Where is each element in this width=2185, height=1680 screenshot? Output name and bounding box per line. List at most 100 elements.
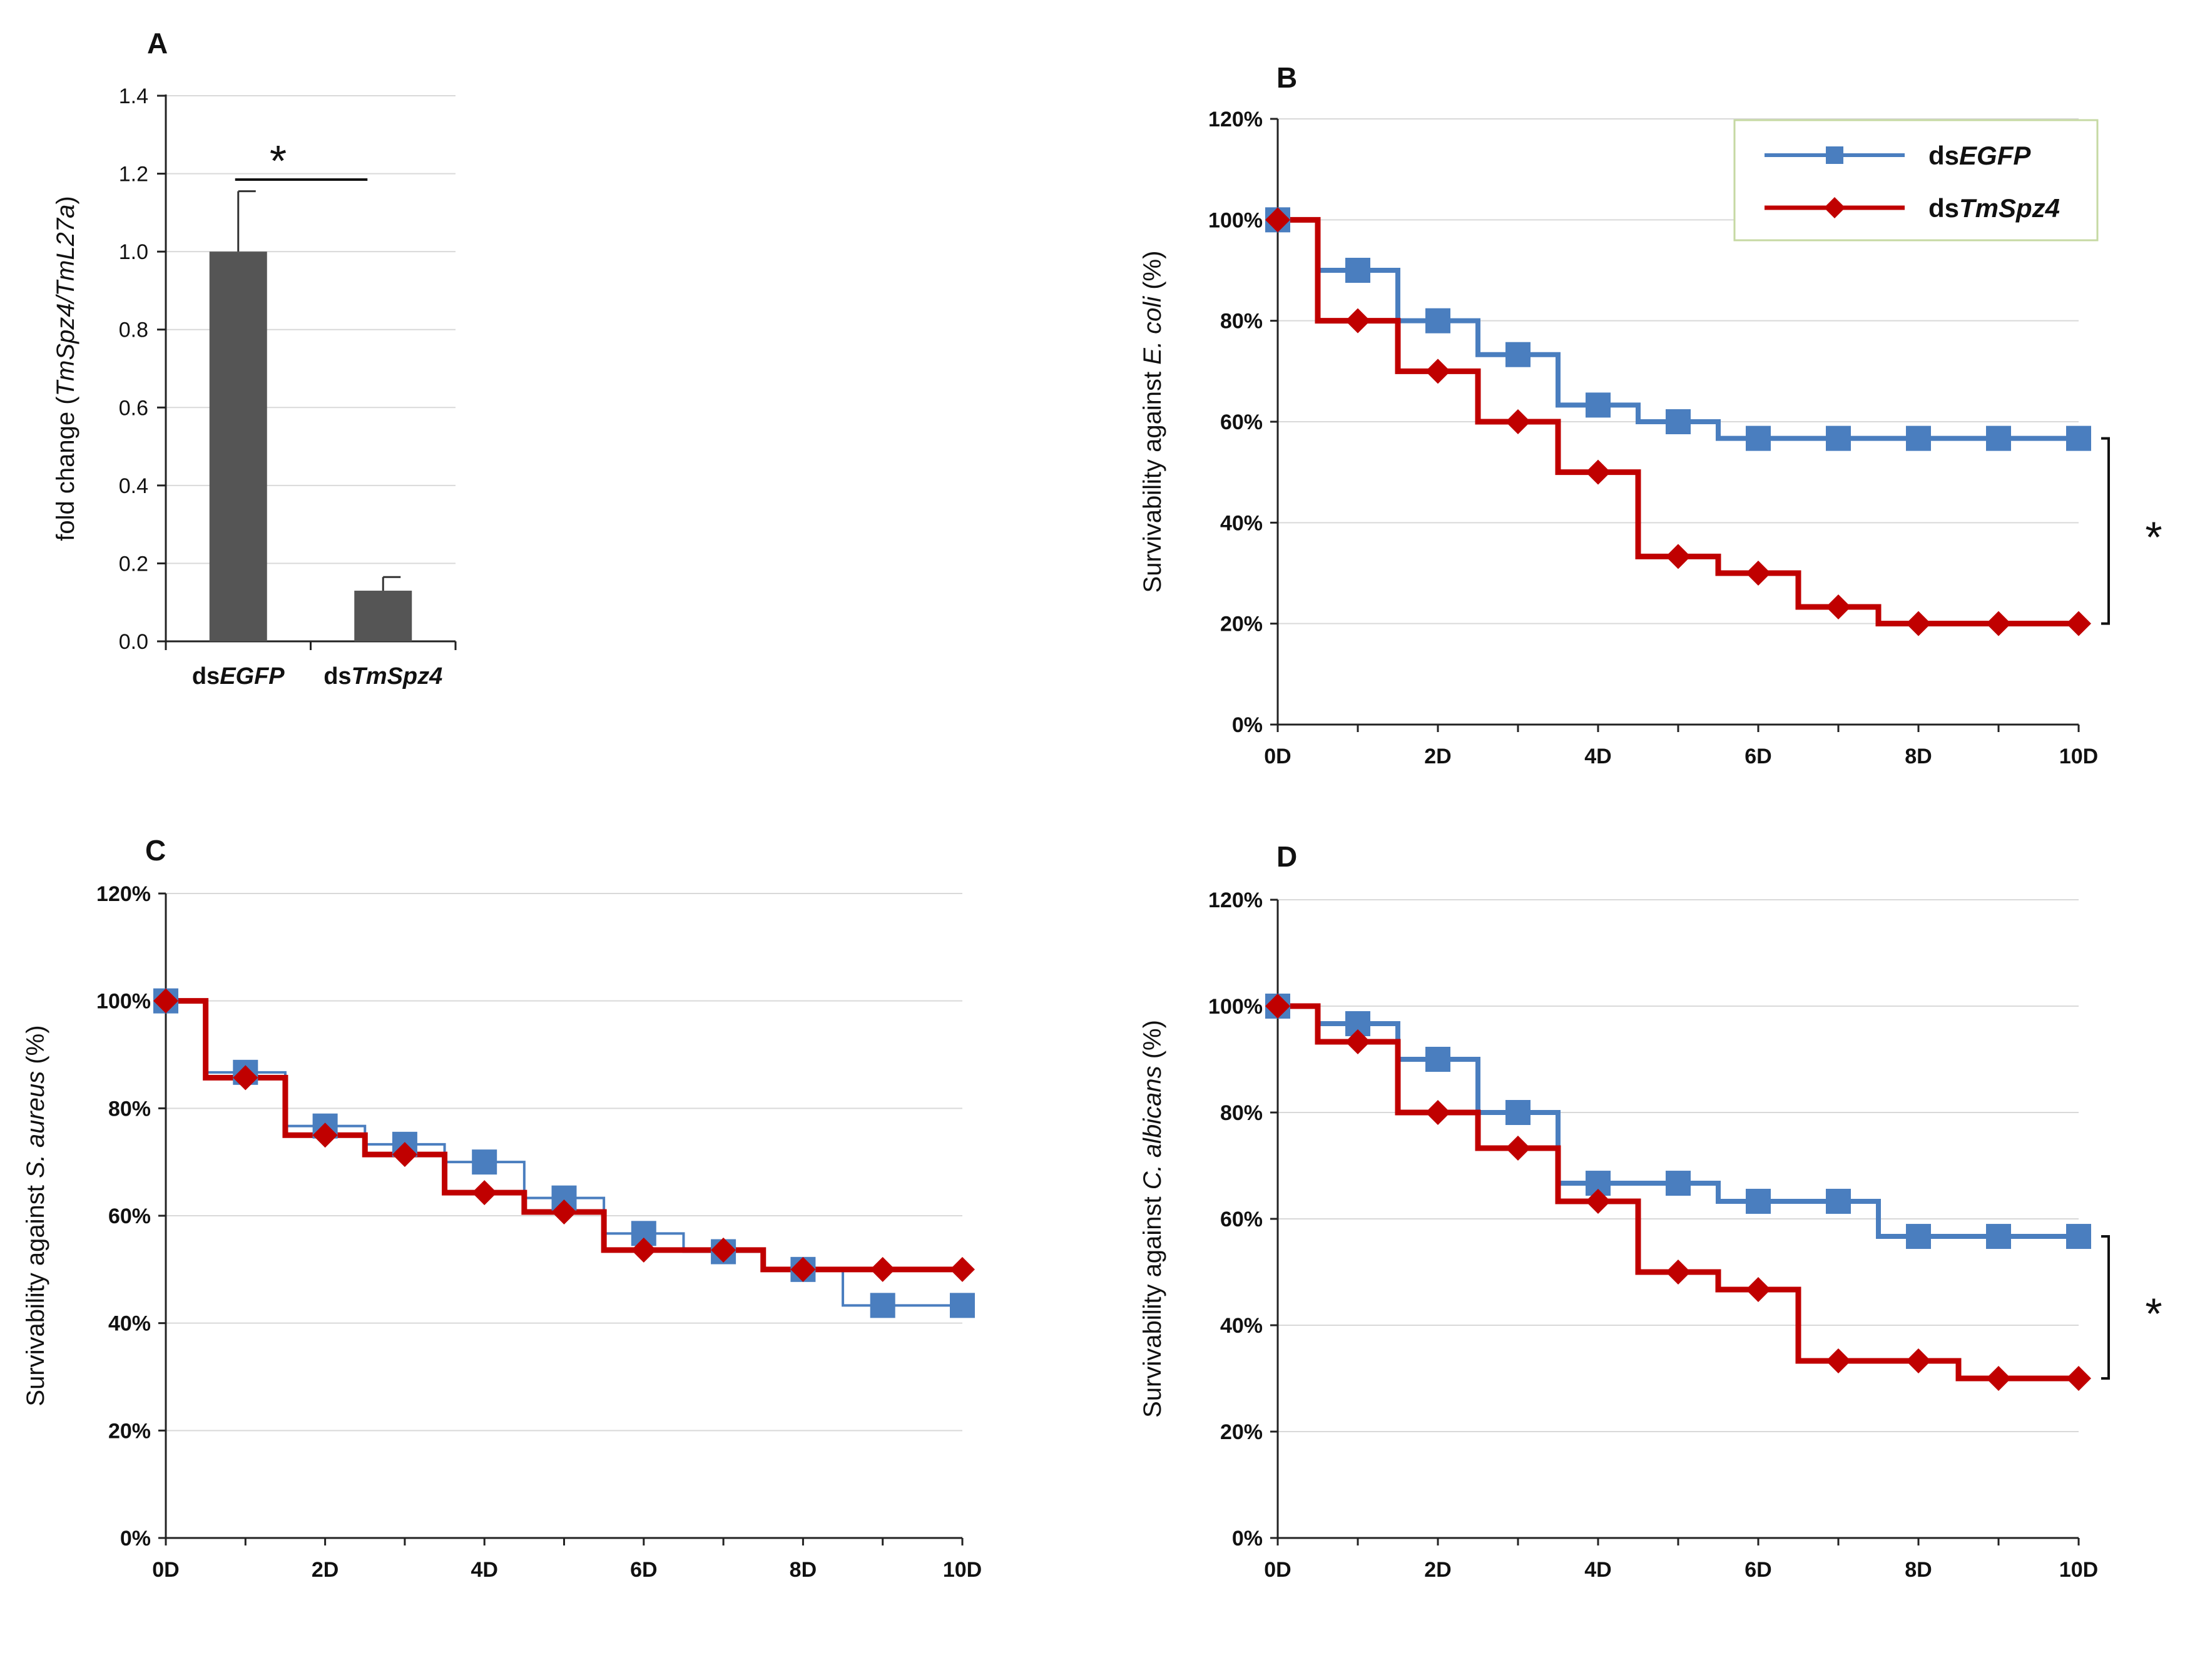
- x-category-label: dsEGFP: [192, 663, 285, 690]
- x-tick-label: 4D: [1584, 1558, 1611, 1582]
- x-tick-label: 2D: [312, 1558, 339, 1582]
- data-point-square: [1746, 425, 1771, 451]
- data-point-square: [1345, 258, 1370, 283]
- y-tick-label: 60%: [108, 1204, 151, 1228]
- series-line-tmspz4: [166, 998, 962, 1273]
- data-point-diamond: [312, 1123, 338, 1148]
- data-point-square: [2066, 1224, 2091, 1250]
- y-tick-label: 0.4: [119, 474, 148, 498]
- data-point-diamond: [1345, 308, 1370, 333]
- data-point-diamond: [1906, 611, 1931, 636]
- data-point-diamond: [551, 1199, 577, 1224]
- significance-star: *: [2145, 513, 2162, 562]
- data-point-diamond: [153, 988, 178, 1014]
- y-tick-label: 80%: [1220, 310, 1263, 333]
- x-tick-label: 4D: [1584, 745, 1611, 768]
- y-tick-label: 120%: [1208, 888, 1263, 912]
- panel-letter-D: D: [1276, 840, 1297, 873]
- x-tick-label: 8D: [790, 1558, 817, 1582]
- data-point-square: [1986, 425, 2011, 451]
- y-tick-label: 120%: [1208, 108, 1263, 131]
- data-point-diamond: [1505, 1135, 1531, 1161]
- panel-B: B 0% 20% 40% 60% 80% 100% 120% 0D 2D 4D 6D 8D 10D * dsE…: [1139, 61, 2162, 768]
- data-point-square: [1746, 1188, 1771, 1214]
- y-tick-label: 0.0: [119, 630, 148, 654]
- panel-D: D 0% 20% 40% 60% 80% 100% 120% 0D 2D 4D 6D 8D 10D * Sur…: [1139, 840, 2162, 1582]
- legend-box: [1733, 119, 2099, 242]
- bar: [209, 252, 267, 642]
- y-tick-label: 60%: [1220, 1208, 1263, 1231]
- y-tick-label: 40%: [108, 1312, 151, 1336]
- y-tick-label: 100%: [96, 990, 151, 1014]
- legend-entry-label: dsEGFP: [1928, 141, 2031, 170]
- data-point-diamond: [1986, 611, 2011, 636]
- x-tick-label: 6D: [1744, 1558, 1771, 1582]
- data-point-diamond: [1826, 1348, 1851, 1373]
- y-tick-label: 20%: [108, 1419, 151, 1443]
- y-tick-label: 80%: [108, 1097, 151, 1121]
- y-tick-label: 20%: [1220, 1420, 1263, 1444]
- data-point-square: [1666, 1171, 1691, 1196]
- y-tick-label: 40%: [1220, 511, 1263, 535]
- panel-letter-A: A: [147, 27, 168, 59]
- series-line-egfp: [166, 999, 962, 1307]
- data-point-square: [2066, 425, 2091, 451]
- y-tick-label: 0%: [120, 1527, 151, 1550]
- data-point-square: [1906, 425, 1931, 451]
- y-tick-label: 20%: [1220, 613, 1263, 636]
- y-axis-label: Survivability against C. albicans (%): [1139, 1020, 1166, 1418]
- x-tick-label: 4D: [471, 1558, 497, 1582]
- data-point-diamond: [1746, 1277, 1771, 1303]
- data-point-diamond: [1666, 544, 1691, 569]
- data-point-square: [1425, 308, 1450, 333]
- data-point-square: [472, 1149, 497, 1175]
- panel-C: C 0% 20% 40% 60% 80% 100% 120% 0D 2D 4D 6D 8D 10D Surv…: [22, 834, 982, 1582]
- series-line-egfp: [1278, 1004, 2079, 1240]
- data-point-diamond: [2066, 611, 2091, 636]
- panel-letter-B: B: [1276, 61, 1297, 94]
- bar: [354, 591, 412, 641]
- data-point-diamond: [1666, 1260, 1691, 1285]
- data-point-square: [1586, 392, 1611, 418]
- x-tick-label: 10D: [943, 1558, 982, 1582]
- x-tick-label: 8D: [1905, 745, 1932, 768]
- data-point-square: [1826, 425, 1851, 451]
- y-tick-label: 0.6: [119, 396, 148, 420]
- y-tick-label: 1.4: [119, 84, 148, 108]
- data-point-diamond: [1906, 1348, 1931, 1373]
- y-tick-label: 100%: [1208, 208, 1263, 232]
- y-axis-label: Survivability against E. coli (%): [1139, 251, 1166, 593]
- data-point-square: [1666, 409, 1691, 434]
- x-tick-label: 10D: [2059, 745, 2098, 768]
- x-tick-label: 10D: [2059, 1558, 2098, 1582]
- data-point-diamond: [1826, 594, 1851, 620]
- data-point-diamond: [790, 1256, 816, 1282]
- data-point-diamond: [1586, 1188, 1611, 1214]
- data-point-square: [1505, 1100, 1531, 1125]
- series-line-tmspz4: [1278, 1003, 2079, 1382]
- x-category-label: dsTmSpz4: [323, 663, 442, 690]
- y-tick-label: 0%: [1232, 1527, 1263, 1550]
- y-tick-label: 80%: [1220, 1101, 1263, 1125]
- data-point-square: [1826, 1188, 1851, 1214]
- significance-star: *: [270, 136, 287, 185]
- series-line-egfp: [1278, 217, 2079, 441]
- data-point-diamond: [711, 1237, 736, 1263]
- data-point-diamond: [392, 1142, 417, 1168]
- data-point-square: [1425, 1047, 1450, 1072]
- data-point-diamond: [1425, 359, 1450, 384]
- y-tick-label: 60%: [1220, 410, 1263, 434]
- data-point-diamond: [1746, 561, 1771, 586]
- data-point-diamond: [950, 1256, 975, 1282]
- legend-entry-label: dsTmSpz4: [1928, 193, 2060, 223]
- data-point-diamond: [2066, 1366, 2091, 1391]
- data-point-diamond: [233, 1065, 258, 1091]
- data-point-square: [870, 1293, 895, 1318]
- y-tick-label: 1.0: [119, 240, 148, 264]
- data-point-diamond: [1265, 994, 1290, 1019]
- data-point-diamond: [1505, 409, 1531, 434]
- significance-bracket: [2101, 437, 2110, 625]
- y-tick-label: 120%: [96, 882, 151, 906]
